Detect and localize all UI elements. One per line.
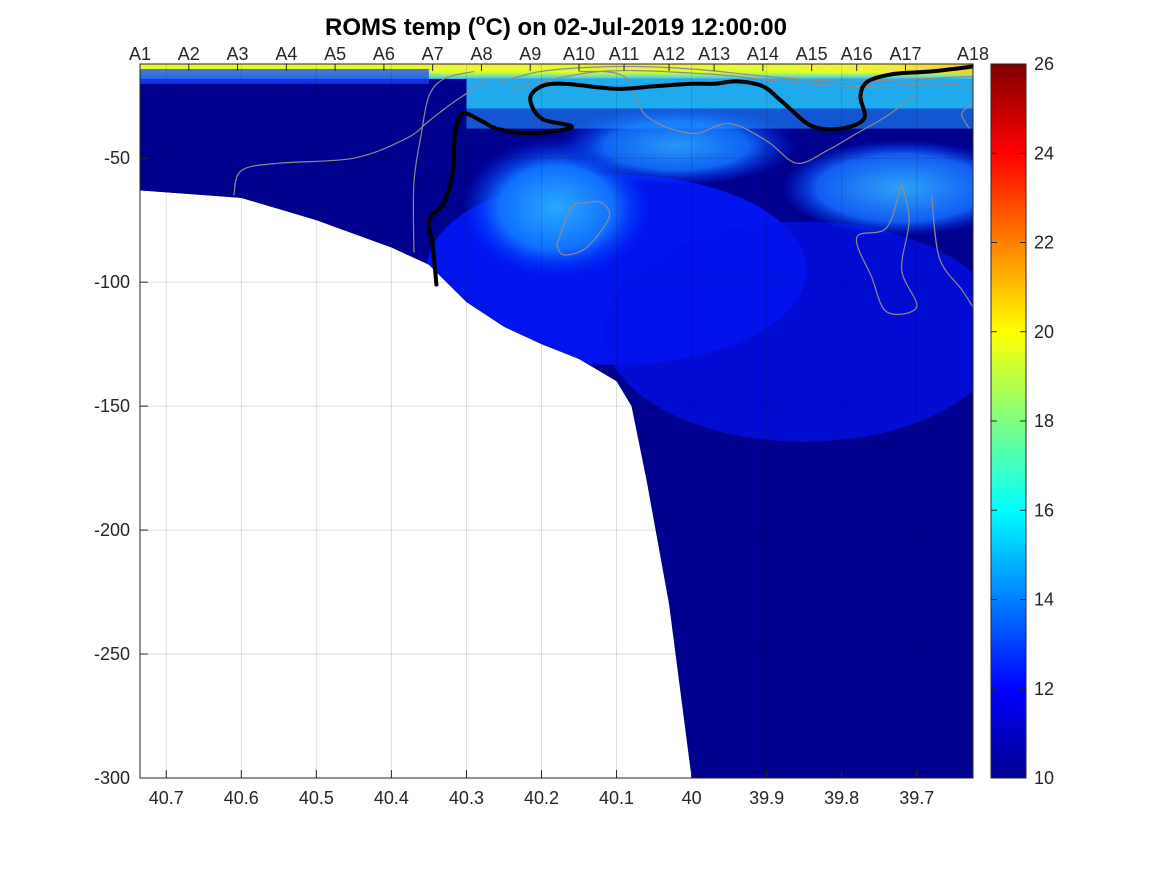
colorbar-tick-label: 12 — [1034, 679, 1054, 699]
x-axis-ticks: 40.7 40.6 40.5 40.4 40.3 40.2 40.1 40 39.9 39.8 39… — [149, 770, 934, 808]
station-label: A6 — [373, 44, 395, 64]
x-tick-label: 40.2 — [524, 788, 559, 808]
thin-contours — [233, 65, 973, 315]
station-label: A17 — [889, 44, 921, 64]
station-label: A3 — [227, 44, 249, 64]
colorbar-tick-label: 24 — [1034, 143, 1054, 163]
title-unit: C) on 02-Jul-2019 12:00:00 — [485, 14, 786, 41]
x-tick-label: 40.7 — [149, 788, 184, 808]
thin-contour-line — [233, 78, 490, 196]
y-tick-label: -200 — [94, 520, 130, 540]
x-tick-label: 40.6 — [224, 788, 259, 808]
station-label: A13 — [698, 44, 730, 64]
colorbar-ticks: 10 12 14 16 18 20 22 24 26 — [991, 54, 1054, 788]
x-tick-label: 40 — [682, 788, 702, 808]
thin-contour-line — [555, 200, 611, 256]
y-tick-label: -250 — [94, 644, 130, 664]
x-tick-label: 40.4 — [374, 788, 409, 808]
title-main: ROMS temp ( — [325, 14, 476, 41]
colorbar-tick-label: 26 — [1034, 54, 1054, 74]
y-tick-label: -50 — [104, 148, 130, 168]
western-cold-water — [140, 88, 452, 208]
y-axis-ticks: -50 -100 -150 -200 -250 -300 — [94, 148, 148, 788]
y-tick-label: -300 — [94, 768, 130, 788]
x-tick-label: 40.3 — [449, 788, 484, 808]
station-label: A18 — [957, 44, 989, 64]
station-label: A7 — [422, 44, 444, 64]
temperature-field — [140, 64, 973, 778]
plot-area — [139, 63, 974, 779]
station-label: A8 — [470, 44, 492, 64]
colorbar-tick-label: 22 — [1034, 233, 1054, 253]
thin-contour-line — [496, 65, 973, 85]
thin-contour-line — [511, 69, 973, 90]
station-label: A10 — [563, 44, 595, 64]
colorbar-tick-label: 20 — [1034, 322, 1054, 342]
colorbar-tick-label: 18 — [1034, 411, 1054, 431]
x-tick-label: 40.5 — [299, 788, 334, 808]
station-label: A15 — [796, 44, 828, 64]
x-tick-label: 40.1 — [599, 788, 634, 808]
chart-title: ROMS temp (oC) on 02-Jul-2019 12:00:00 — [325, 12, 787, 41]
western-surface-edge — [140, 68, 429, 84]
station-label: A5 — [324, 44, 346, 64]
colorbar-tick-label: 14 — [1034, 590, 1054, 610]
colorbar-tick-label: 10 — [1034, 768, 1054, 788]
plot-frame — [139, 63, 974, 779]
x-tick-label: 39.9 — [749, 788, 784, 808]
station-label: A11 — [609, 44, 640, 64]
bold-contour — [426, 64, 973, 287]
thin-contour-line — [931, 195, 973, 308]
title-unit-superscript: o — [476, 12, 486, 29]
station-labels-top-axis: A1 A2 A3 A4 A5 A6 A7 A8 A9 A10 A11 A12 A13 A14 A15 A16 A… — [129, 44, 989, 71]
offshore-water — [604, 221, 973, 442]
x-tick-label: 39.8 — [824, 788, 859, 808]
thin-contour-line — [855, 182, 918, 315]
station-label: A16 — [841, 44, 873, 64]
water-features — [140, 64, 973, 442]
x-tick-label: 39.7 — [899, 788, 934, 808]
station-label: A12 — [653, 44, 685, 64]
eastern-warm-surface — [796, 64, 973, 74]
station-label: A1 — [129, 44, 151, 64]
east-warm-lens — [781, 139, 973, 236]
y-tick-label: -150 — [94, 396, 130, 416]
thin-contour-line — [961, 103, 973, 129]
colorbar: 10 12 14 16 18 20 22 24 26 — [990, 54, 1054, 788]
thin-contour-line — [412, 70, 475, 253]
thermocline-lower — [466, 108, 973, 129]
thin-contour-line — [578, 70, 918, 164]
y-tick-label: -100 — [94, 272, 130, 292]
bold-contour-line — [426, 64, 973, 287]
station-label: A14 — [747, 44, 779, 64]
grid-lines — [140, 64, 973, 779]
station-label: A4 — [275, 44, 297, 64]
colorbar-tick-label: 16 — [1034, 500, 1054, 520]
station-label: A9 — [519, 44, 541, 64]
station-label: A2 — [178, 44, 200, 64]
